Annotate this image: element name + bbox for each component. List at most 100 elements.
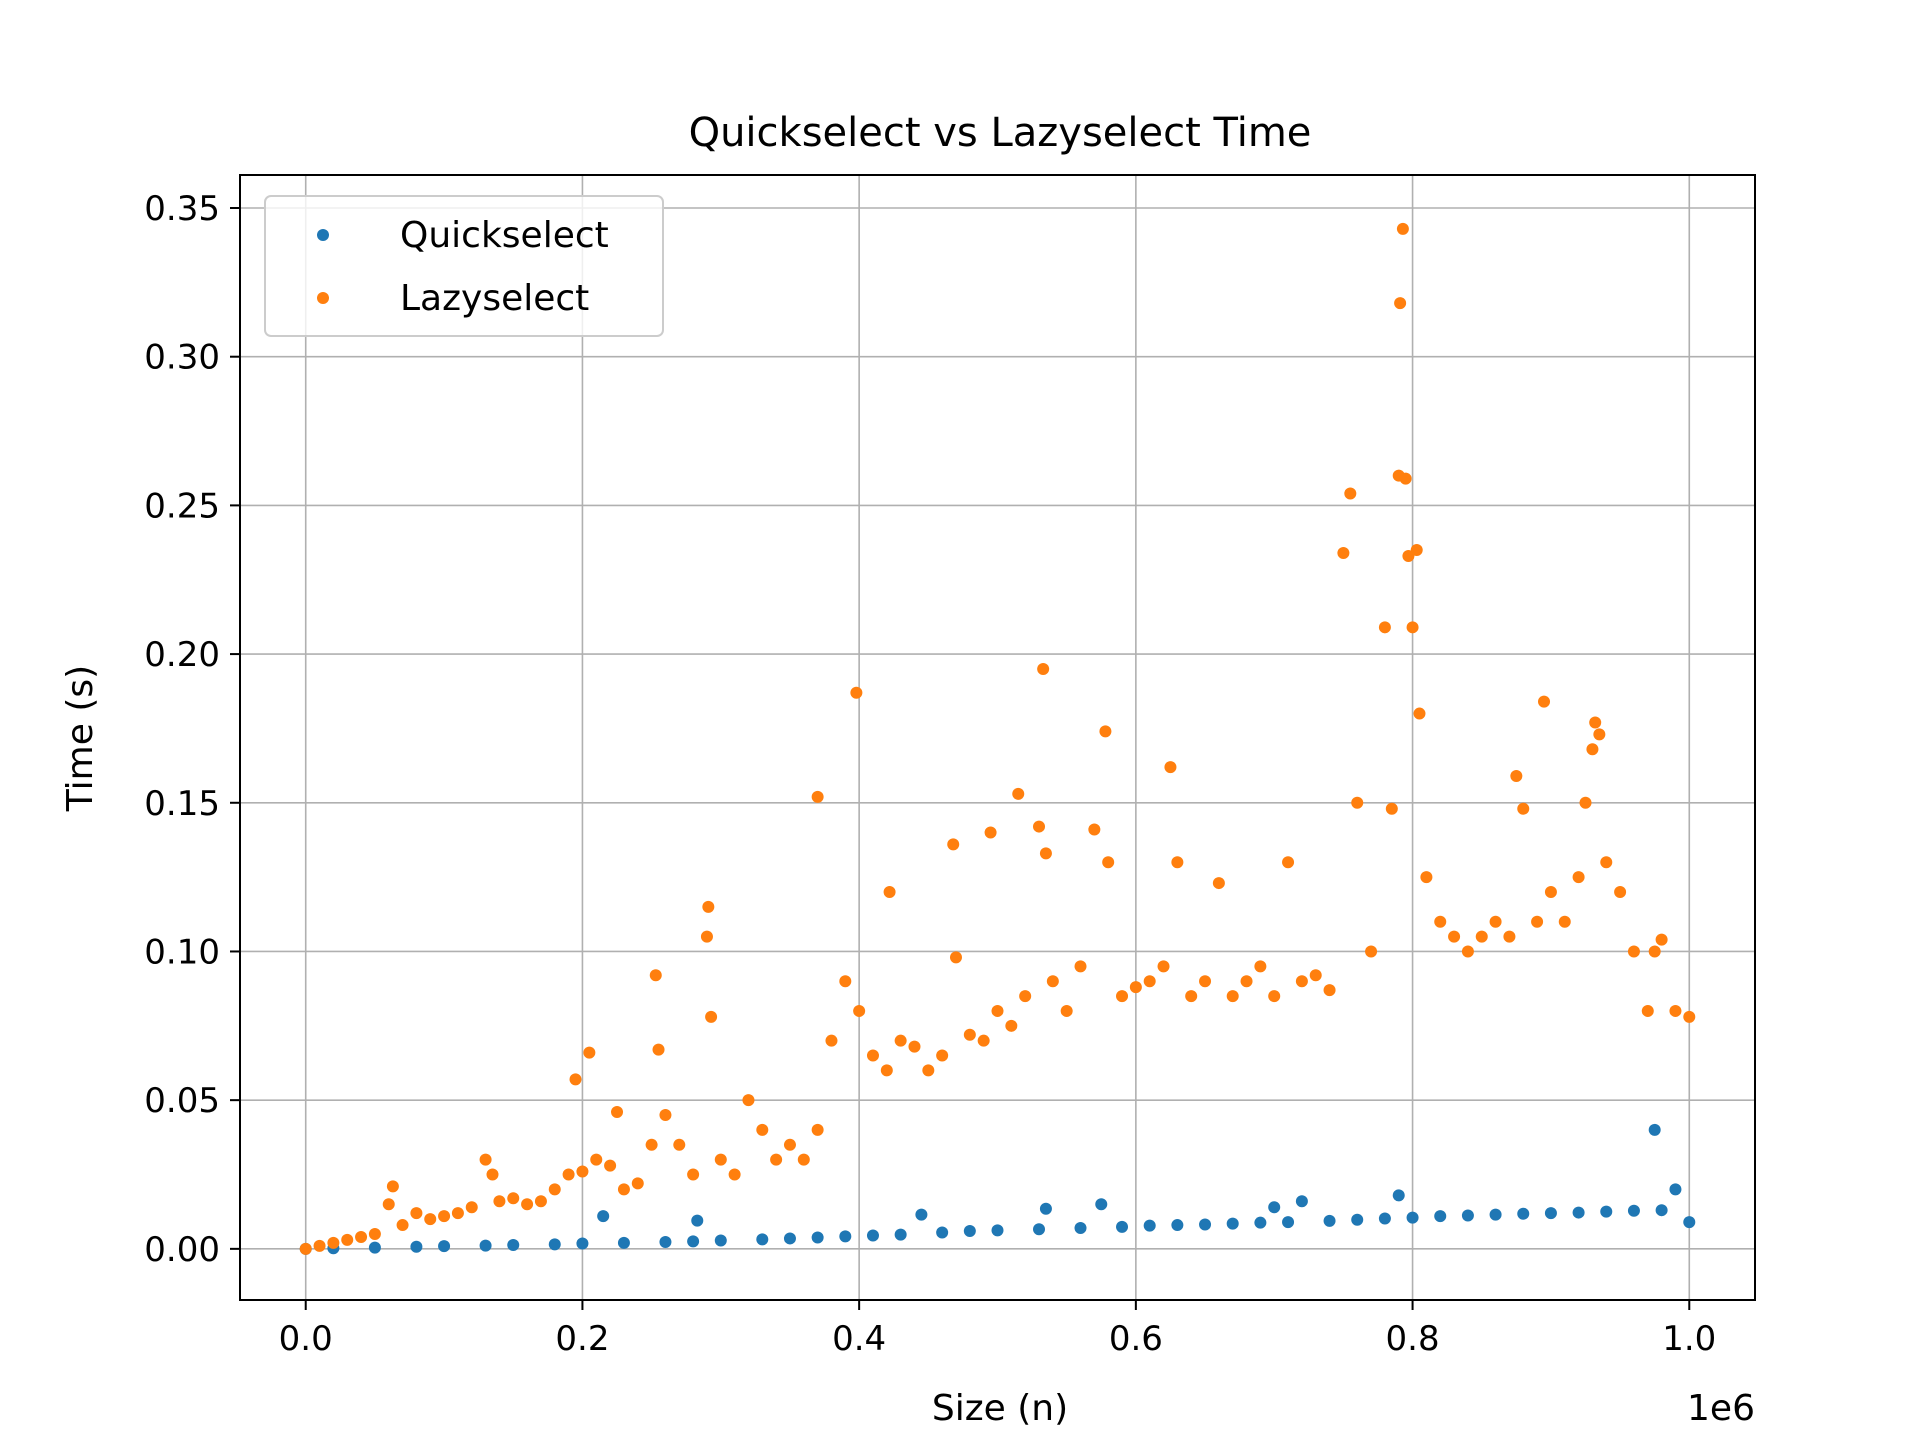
data-point-lazyselect bbox=[1394, 297, 1407, 310]
data-point-lazyselect bbox=[949, 951, 962, 964]
data-point-lazyselect bbox=[645, 1138, 658, 1151]
legend-marker-lazyselect bbox=[317, 292, 329, 304]
data-point-lazyselect bbox=[386, 1180, 399, 1193]
y-tick-label: 0.05 bbox=[144, 1081, 220, 1121]
data-point-lazyselect bbox=[1614, 885, 1627, 898]
data-point-lazyselect bbox=[1088, 823, 1101, 836]
data-point-lazyselect bbox=[705, 1010, 718, 1023]
data-point-lazyselect bbox=[1185, 990, 1198, 1003]
y-tick-label: 0.00 bbox=[144, 1230, 220, 1270]
data-point-quickselect bbox=[368, 1241, 381, 1254]
data-point-quickselect bbox=[1095, 1198, 1108, 1211]
data-point-quickselect bbox=[1351, 1213, 1364, 1226]
data-point-lazyselect bbox=[714, 1153, 727, 1166]
data-point-quickselect bbox=[1199, 1218, 1212, 1231]
y-tick-label: 0.25 bbox=[144, 486, 220, 526]
data-point-lazyselect bbox=[438, 1210, 451, 1223]
series-lazyselect bbox=[299, 222, 1696, 1255]
data-point-quickselect bbox=[1517, 1207, 1530, 1220]
data-point-lazyselect bbox=[1254, 960, 1267, 973]
data-point-lazyselect bbox=[1033, 820, 1046, 833]
y-tick-label: 0.35 bbox=[144, 189, 220, 229]
data-point-lazyselect bbox=[396, 1219, 409, 1232]
data-point-lazyselect bbox=[424, 1213, 437, 1226]
data-point-lazyselect bbox=[1461, 945, 1474, 958]
data-point-lazyselect bbox=[797, 1153, 810, 1166]
data-point-lazyselect bbox=[604, 1159, 617, 1172]
x-tick-label: 0.2 bbox=[555, 1319, 609, 1359]
data-point-quickselect bbox=[1683, 1216, 1696, 1229]
data-point-lazyselect bbox=[649, 969, 662, 982]
data-point-lazyselect bbox=[839, 975, 852, 988]
data-point-lazyselect bbox=[652, 1043, 665, 1056]
data-point-lazyselect bbox=[922, 1064, 935, 1077]
data-point-quickselect bbox=[1143, 1219, 1156, 1232]
data-point-lazyselect bbox=[1268, 990, 1281, 1003]
data-point-lazyselect bbox=[1399, 472, 1412, 485]
data-point-lazyselect bbox=[1074, 960, 1087, 973]
data-point-lazyselect bbox=[1102, 856, 1115, 869]
data-point-lazyselect bbox=[507, 1192, 520, 1205]
data-point-lazyselect bbox=[583, 1046, 596, 1059]
data-point-lazyselect bbox=[1323, 984, 1336, 997]
data-point-quickselect bbox=[936, 1226, 949, 1239]
data-point-lazyselect bbox=[382, 1198, 395, 1211]
legend-marker-quickselect bbox=[317, 229, 329, 241]
data-point-lazyselect bbox=[1143, 975, 1156, 988]
legend: Quickselect Lazyselect bbox=[264, 195, 664, 337]
data-point-quickselect bbox=[1655, 1204, 1668, 1217]
data-point-quickselect bbox=[1600, 1205, 1613, 1218]
data-point-lazyselect bbox=[631, 1177, 644, 1190]
x-tick-label: 0.6 bbox=[1109, 1319, 1163, 1359]
y-tick-label: 0.30 bbox=[144, 338, 220, 378]
data-point-quickselect bbox=[507, 1238, 520, 1251]
data-point-lazyselect bbox=[1406, 621, 1419, 634]
data-point-quickselect bbox=[894, 1228, 907, 1241]
data-point-lazyselect bbox=[1600, 856, 1613, 869]
data-point-lazyselect bbox=[1019, 990, 1032, 1003]
data-point-quickselect bbox=[617, 1236, 630, 1249]
data-point-quickselect bbox=[1074, 1222, 1087, 1235]
data-point-quickselect bbox=[1039, 1202, 1052, 1215]
data-point-lazyselect bbox=[1060, 1004, 1073, 1017]
data-point-quickselect bbox=[1648, 1123, 1661, 1136]
data-point-lazyselect bbox=[1282, 856, 1295, 869]
x-tick-label: 0.4 bbox=[832, 1319, 886, 1359]
data-point-quickselect bbox=[687, 1235, 700, 1248]
data-point-lazyselect bbox=[659, 1109, 672, 1122]
data-point-lazyselect bbox=[368, 1227, 381, 1240]
data-point-lazyselect bbox=[534, 1195, 547, 1208]
legend-box bbox=[264, 195, 664, 337]
data-point-lazyselect bbox=[1396, 222, 1409, 235]
series-layer bbox=[299, 222, 1696, 1255]
data-point-quickselect bbox=[548, 1238, 561, 1251]
data-point-lazyselect bbox=[1655, 933, 1668, 946]
data-point-lazyselect bbox=[811, 1123, 824, 1136]
x-axis-label: Size (n) bbox=[932, 1388, 1068, 1429]
data-point-lazyselect bbox=[1337, 546, 1350, 559]
data-point-quickselect bbox=[714, 1234, 727, 1247]
data-point-quickselect bbox=[576, 1237, 589, 1250]
data-point-lazyselect bbox=[1171, 856, 1184, 869]
data-point-lazyselect bbox=[1402, 549, 1415, 562]
data-point-quickselect bbox=[915, 1208, 928, 1221]
data-point-lazyselect bbox=[1572, 871, 1585, 884]
data-point-quickselect bbox=[1378, 1212, 1391, 1225]
data-point-lazyselect bbox=[313, 1239, 326, 1252]
data-point-lazyselect bbox=[770, 1153, 783, 1166]
y-tick-label: 0.10 bbox=[144, 932, 220, 972]
data-point-lazyselect bbox=[936, 1049, 949, 1062]
data-point-quickselect bbox=[597, 1210, 610, 1223]
data-point-quickselect bbox=[811, 1231, 824, 1244]
data-point-lazyselect bbox=[1648, 945, 1661, 958]
data-point-quickselect bbox=[1282, 1216, 1295, 1229]
data-point-lazyselect bbox=[355, 1230, 368, 1243]
data-point-lazyselect bbox=[521, 1198, 534, 1211]
data-point-lazyselect bbox=[1420, 871, 1433, 884]
data-point-lazyselect bbox=[1039, 847, 1052, 860]
data-point-lazyselect bbox=[562, 1168, 575, 1181]
data-point-lazyselect bbox=[611, 1106, 624, 1119]
plot-frame bbox=[239, 174, 1756, 1301]
data-point-lazyselect bbox=[687, 1168, 700, 1181]
